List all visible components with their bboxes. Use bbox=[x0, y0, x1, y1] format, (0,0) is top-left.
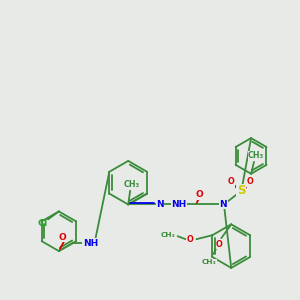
Text: NH: NH bbox=[171, 200, 186, 209]
Text: O: O bbox=[216, 240, 223, 249]
Text: CH₃: CH₃ bbox=[160, 232, 175, 238]
Text: O: O bbox=[186, 235, 193, 244]
Text: NH: NH bbox=[83, 238, 98, 247]
Text: O: O bbox=[228, 177, 235, 186]
Text: CH₃: CH₃ bbox=[124, 180, 140, 189]
Text: N: N bbox=[156, 200, 164, 209]
Text: Cl: Cl bbox=[38, 219, 48, 228]
Text: O: O bbox=[247, 177, 254, 186]
Text: O: O bbox=[59, 233, 67, 242]
Text: CH₃: CH₃ bbox=[248, 152, 264, 160]
Text: N: N bbox=[220, 200, 227, 209]
Text: CH₃: CH₃ bbox=[202, 259, 217, 265]
Text: S: S bbox=[237, 184, 245, 197]
Text: O: O bbox=[196, 190, 203, 199]
